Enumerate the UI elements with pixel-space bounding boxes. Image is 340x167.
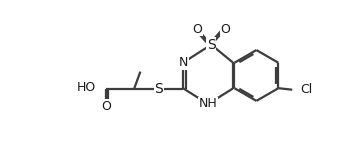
Text: O: O: [220, 23, 230, 36]
Text: NH: NH: [199, 98, 218, 110]
Text: S: S: [154, 81, 163, 96]
Text: HO: HO: [76, 81, 96, 94]
Text: O: O: [192, 23, 202, 36]
Text: N: N: [179, 56, 188, 69]
Text: S: S: [207, 38, 216, 52]
Text: Cl: Cl: [300, 83, 312, 96]
Text: O: O: [102, 100, 112, 113]
